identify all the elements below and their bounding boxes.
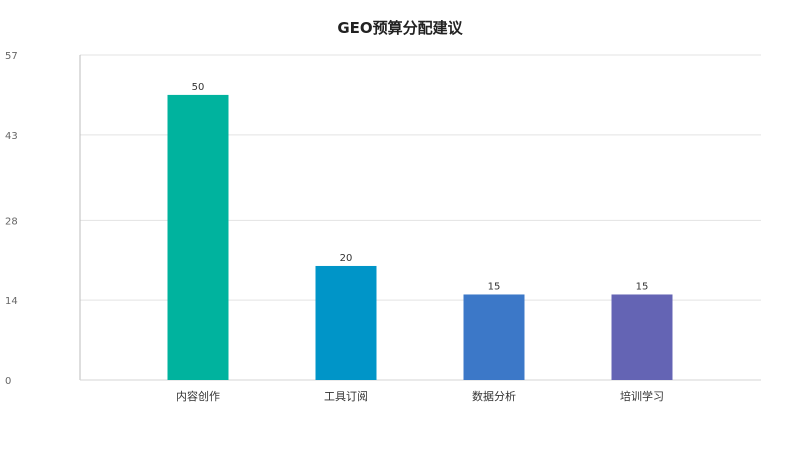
x-tick-label: 数据分析 [472,389,516,403]
data-label: 15 [488,281,501,292]
y-tick-label: 57 [5,51,18,62]
x-tick-label: 内容创作 [176,389,220,403]
y-tick-label: 0 [5,376,11,387]
bar [463,294,525,380]
data-label: 20 [340,253,353,264]
y-tick-label: 28 [5,216,18,227]
data-label: 15 [636,281,649,292]
bars [167,94,673,380]
y-tick-label: 43 [5,131,18,142]
bar [611,294,673,380]
y-tick-label: 14 [5,296,18,307]
bar [315,265,377,380]
data-label: 50 [192,82,205,93]
bar [167,94,229,380]
chart-title: GEO预算分配建议 [337,19,463,37]
x-tick-label: 培训学习 [620,389,664,403]
x-tick-label: 工具订阅 [324,390,368,403]
y-tick-labels: 0 14 28 43 57 [5,51,18,387]
category-labels: 内容创作 工具订阅 数据分析 培训学习 [176,389,664,403]
data-labels: 50 20 15 15 [192,82,649,293]
